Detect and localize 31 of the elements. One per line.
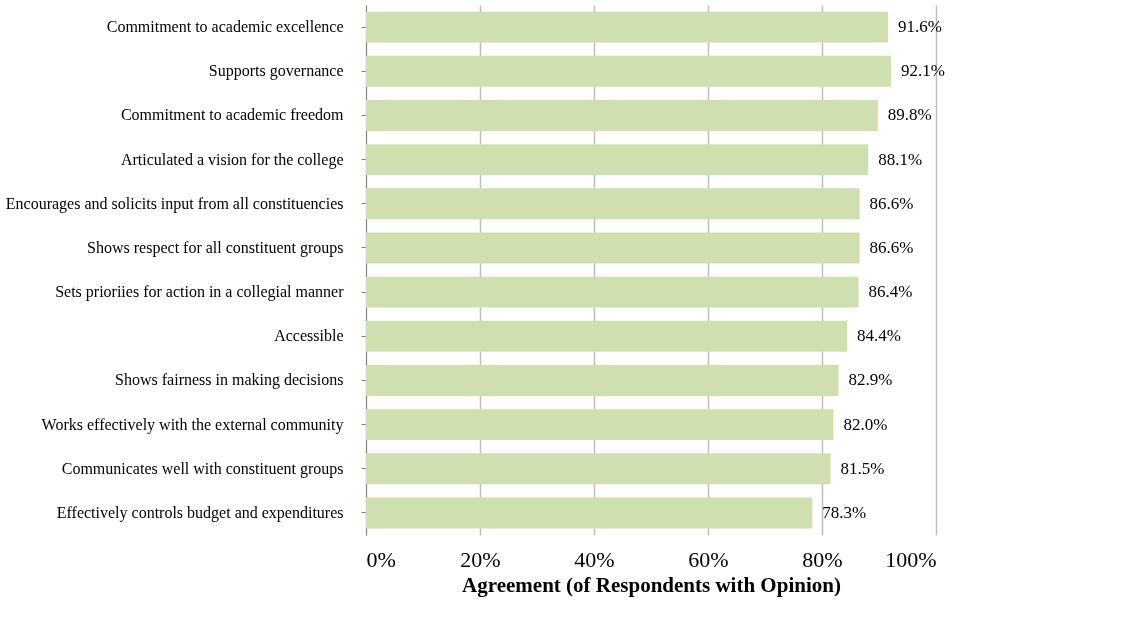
data-label: 81.5%	[840, 458, 885, 478]
y-tick-label: Encourages and solicits input from all constituencies	[5, 194, 344, 213]
x-tick-label: 40%	[574, 546, 615, 572]
data-label: 78.3%	[822, 502, 867, 522]
data-label: 89.8%	[887, 105, 932, 125]
x-tick-label: 60%	[688, 546, 729, 572]
data-label: 86.6%	[869, 193, 914, 213]
data-label: 86.4%	[868, 282, 913, 302]
x-axis-title: Agreement (of Respondents with Opinion)	[462, 572, 841, 597]
y-tick-label: Supports governance	[208, 62, 344, 81]
x-tick-label: 20%	[460, 546, 501, 572]
data-label: 82.9%	[848, 370, 893, 390]
y-tick-label: Commitment to academic excellence	[106, 18, 344, 36]
y-tick-label: Effectively controls budget and expenditures	[56, 503, 344, 522]
y-tick-label: Sets prioriies for action in a collegial manner	[55, 283, 345, 302]
data-label: 86.6%	[869, 237, 914, 257]
data-label: 84.4%	[857, 326, 901, 346]
data-label: 88.1%	[878, 149, 923, 169]
y-tick-label: Articulated a vision for the college	[120, 150, 344, 169]
x-tick-label: 100%	[885, 546, 937, 572]
data-label: 82.0%	[843, 414, 888, 434]
y-tick-label: Works effectively with the external community	[41, 415, 344, 434]
y-tick-label: Shows fairness in making decisions	[115, 371, 344, 390]
y-tick-label: Shows respect for all constituent groups	[87, 238, 344, 257]
y-tick-label: Commitment to academic freedom	[120, 106, 345, 124]
x-tick-label: 80%	[802, 546, 843, 572]
y-tick-label: Accessible	[274, 327, 344, 345]
y-tick-label: Communicates well with constituent groups	[61, 459, 344, 478]
data-label: 92.1%	[900, 61, 945, 81]
x-tick-label: 0%	[366, 546, 396, 572]
data-label: 91.6%	[898, 17, 943, 37]
